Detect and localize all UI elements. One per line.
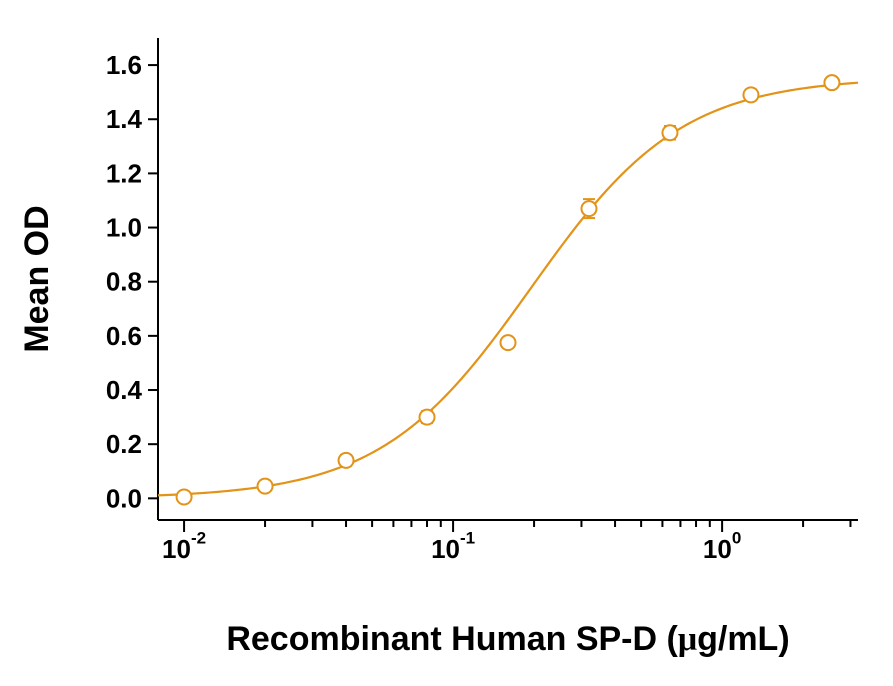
- data-point: [501, 335, 516, 350]
- y-tick-label: 0.8: [106, 267, 142, 297]
- y-tick-label: 0.2: [106, 429, 142, 459]
- x-axis-label: Recombinant Human SP-D (μg/mL): [226, 620, 789, 658]
- data-point: [581, 201, 596, 216]
- data-point: [339, 453, 354, 468]
- y-tick-label: 1.6: [106, 50, 142, 80]
- data-point: [258, 479, 273, 494]
- y-tick-label: 1.2: [106, 158, 142, 188]
- data-point: [177, 489, 192, 504]
- data-point: [662, 125, 677, 140]
- y-tick-label: 1.4: [106, 104, 143, 134]
- y-tick-label: 0.4: [106, 375, 143, 405]
- y-axis-label: Mean OD: [18, 205, 56, 352]
- data-point: [743, 87, 758, 102]
- chart-container: 0.00.20.40.60.81.01.21.41.610-210-1100Me…: [0, 0, 893, 686]
- y-tick-label: 0.6: [106, 321, 142, 351]
- y-tick-label: 0.0: [106, 483, 142, 513]
- y-tick-label: 1.0: [106, 213, 142, 243]
- data-point: [420, 410, 435, 425]
- dose-response-chart: 0.00.20.40.60.81.01.21.41.610-210-1100Me…: [0, 0, 893, 686]
- data-point: [824, 75, 839, 90]
